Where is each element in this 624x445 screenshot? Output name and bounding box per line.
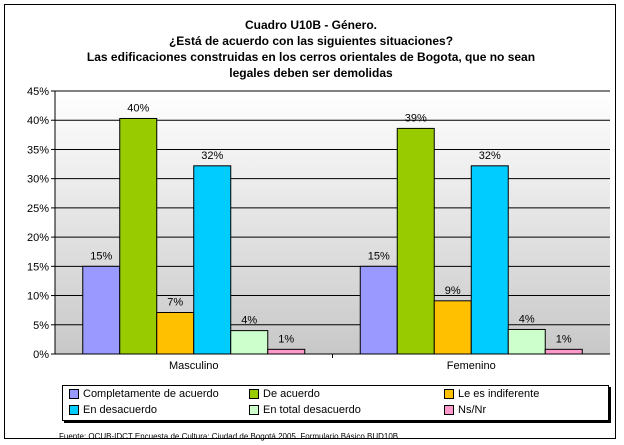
legend-swatch — [69, 405, 79, 415]
x-category-label: Femenino — [447, 360, 496, 372]
bar-chart: 0% 5% 10% 15% 20% 25% 30% 35% 40% 45% 15% 40% 7% 32% 4… — [27, 86, 610, 372]
data-label: 4% — [241, 315, 257, 327]
legend-label: Le es indiferente — [458, 388, 540, 400]
data-label: 32% — [479, 150, 501, 162]
data-label: 1% — [556, 333, 572, 345]
y-tick-label: 25% — [27, 203, 49, 215]
bar — [193, 165, 232, 355]
y-tick-label: 15% — [27, 261, 49, 273]
bar — [359, 265, 398, 355]
bar — [396, 127, 435, 355]
chart-legend: Completamente de acuerdo De acuerdo Le es … — [62, 385, 609, 421]
chart-title-line-2: ¿Está de acuerdo con las siguientes situ… — [168, 34, 454, 48]
chart-frame: Cuadro U10B - Género. ¿Está de acuerdo c… — [4, 4, 616, 441]
data-label: 15% — [368, 250, 390, 262]
legend-label: De acuerdo — [263, 388, 320, 400]
legend-swatch — [249, 405, 259, 415]
data-label: 9% — [445, 285, 461, 297]
legend-item: En total desacuerdo — [249, 404, 361, 416]
legend-swatch — [249, 389, 259, 399]
source-note: Fuente: OCUB-IDCT Encuesta de Cultura: C… — [59, 432, 399, 441]
data-label: 15% — [90, 250, 112, 262]
legend-item: De acuerdo — [249, 388, 320, 400]
bar — [82, 265, 121, 355]
data-label: 40% — [127, 102, 149, 114]
data-label: 4% — [519, 313, 535, 325]
data-label: 7% — [167, 297, 183, 309]
y-tick-label: 45% — [27, 86, 49, 98]
legend-item: Ns/Nr — [444, 404, 486, 416]
chart-title-line-1: Cuadro U10B - Género. — [244, 18, 378, 32]
y-tick-label: 40% — [27, 115, 49, 127]
y-tick-label: 10% — [27, 291, 49, 303]
y-tick-label: 30% — [27, 174, 49, 186]
data-label: 1% — [278, 333, 294, 345]
legend-swatch — [69, 389, 79, 399]
legend-item: En desacuerdo — [69, 404, 157, 416]
legend-swatch — [444, 389, 454, 399]
y-tick-label: 5% — [33, 320, 49, 332]
bar — [544, 348, 583, 355]
legend-label: Completamente de acuerdo — [83, 388, 219, 400]
y-tick-label: 0% — [33, 349, 49, 361]
y-tick-label: 35% — [27, 144, 49, 156]
legend-item: Le es indiferente — [444, 388, 539, 400]
legend-label: En total desacuerdo — [263, 404, 361, 416]
data-label: 39% — [405, 112, 427, 124]
bar — [267, 348, 306, 355]
bar — [119, 117, 158, 355]
bar — [156, 312, 195, 355]
bar — [507, 328, 546, 355]
legend-swatch — [444, 405, 454, 415]
chart-title-line-3: Las edificaciones construidas en los cer… — [86, 50, 536, 64]
y-tick-label: 20% — [27, 232, 49, 244]
chart-title-line-4: legales deben ser demolidas — [229, 66, 393, 80]
bar — [470, 165, 509, 355]
bar — [433, 300, 472, 355]
legend-label: Ns/Nr — [458, 404, 487, 416]
legend-item: Completamente de acuerdo — [69, 388, 219, 400]
legend-label: En desacuerdo — [83, 404, 157, 416]
bar — [230, 330, 269, 355]
x-category-label: Masculino — [169, 360, 219, 372]
data-label: 32% — [201, 150, 223, 162]
